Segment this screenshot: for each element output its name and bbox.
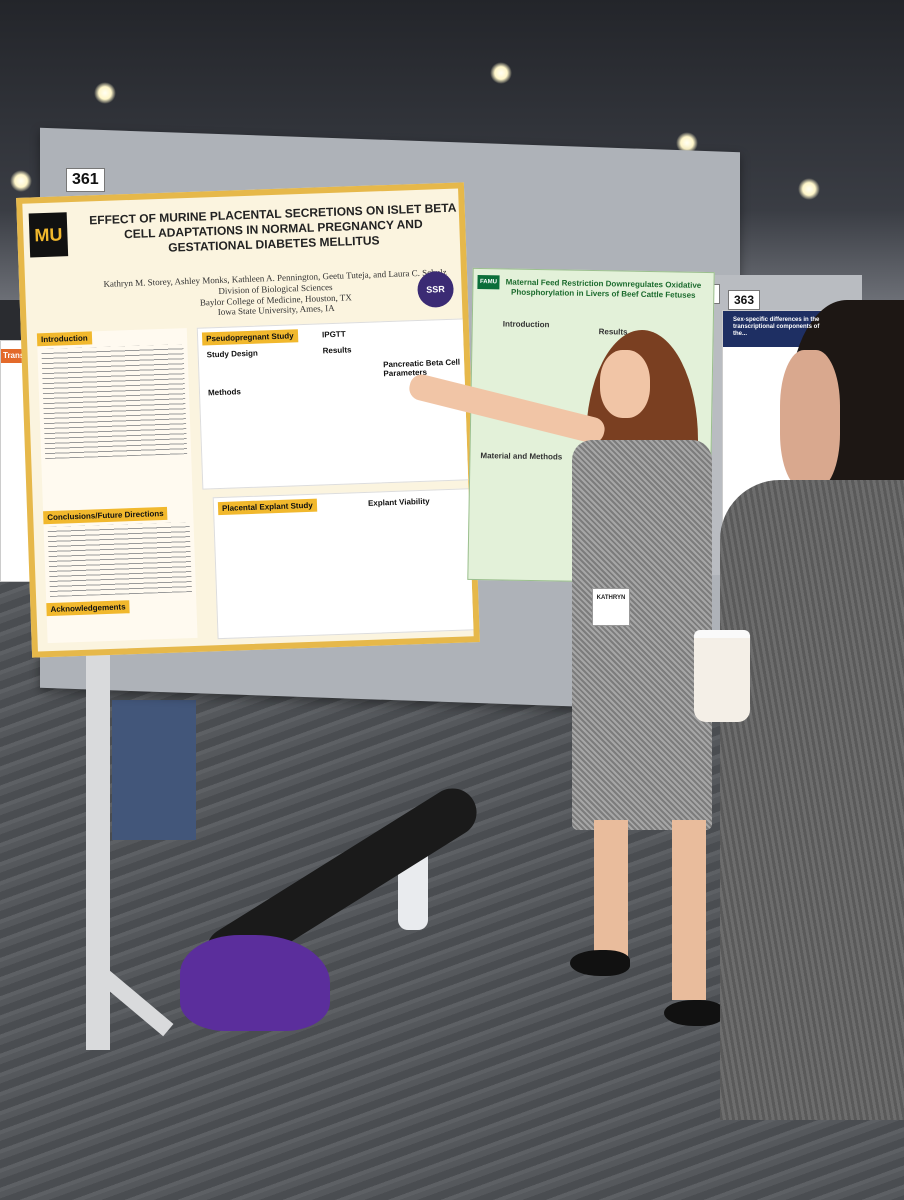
presenter-shoe (570, 950, 630, 976)
observer-face (780, 350, 840, 490)
background-person (112, 700, 196, 840)
poster-column-bottom: Placental Explant Study Explant Viabilit… (212, 488, 480, 640)
section-acknowledgements: Acknowledgements (46, 600, 130, 617)
ceiling-light (798, 178, 820, 200)
green-poster-title: Maternal Feed Restriction Downregulates … (505, 277, 702, 300)
presenter-leg (594, 820, 628, 960)
section-study-design: Study Design (206, 348, 258, 360)
purple-bag (180, 935, 330, 1031)
poster-column-left: Introduction Conclusions/Future Directio… (36, 328, 198, 644)
poster-number-363: 363 (728, 290, 761, 310)
right-poster-title: Sex-specific differences in the transcri… (733, 317, 820, 338)
mu-logo: MU (28, 212, 69, 258)
section-explant-viability: Explant Viability (367, 496, 430, 508)
poster-number-361: 361 (66, 168, 105, 192)
intro-text (41, 344, 188, 460)
board-stand-leg (86, 650, 110, 1050)
poster-column-middle: Pseudopregnant Study Study Design IPGTT … (196, 318, 475, 490)
section-conclusions: Conclusions/Future Directions (43, 506, 168, 525)
presenter-shoe (664, 1000, 724, 1026)
presenter-face (600, 350, 650, 418)
famu-logo: FAMU (477, 274, 500, 290)
section-introduction: Introduction (36, 331, 92, 347)
ceiling-light (94, 82, 116, 104)
ceiling-light (490, 62, 512, 84)
poster-main: MU EFFECT OF MURINE PLACENTAL SECRETIONS… (16, 182, 480, 658)
badge-name: KATHRYN (596, 595, 626, 601)
poster-title: EFFECT OF MURINE PLACENTAL SECRETIONS ON… (89, 200, 457, 255)
section-ipgtt: IPGTT (321, 329, 346, 340)
coffee-cup (694, 630, 750, 722)
ceiling-light (10, 170, 32, 192)
section-placental-explant: Placental Explant Study (217, 498, 317, 516)
observer-sweater (720, 480, 904, 1120)
section-results: Results (322, 345, 352, 356)
conclusions-text (47, 522, 192, 598)
green-introduction: Introduction (502, 319, 550, 330)
presenter-leg (672, 820, 706, 1000)
section-methods: Methods (207, 387, 242, 398)
poster-authors: Kathryn M. Storey, Ashley Monks, Kathlee… (95, 267, 456, 323)
name-badge: KATHRYN (592, 588, 630, 626)
presenter-dress (572, 440, 712, 830)
section-pseudopregnant: Pseudopregnant Study (201, 329, 298, 346)
ceiling-light (676, 132, 698, 154)
green-methods: Material and Methods (480, 451, 563, 462)
